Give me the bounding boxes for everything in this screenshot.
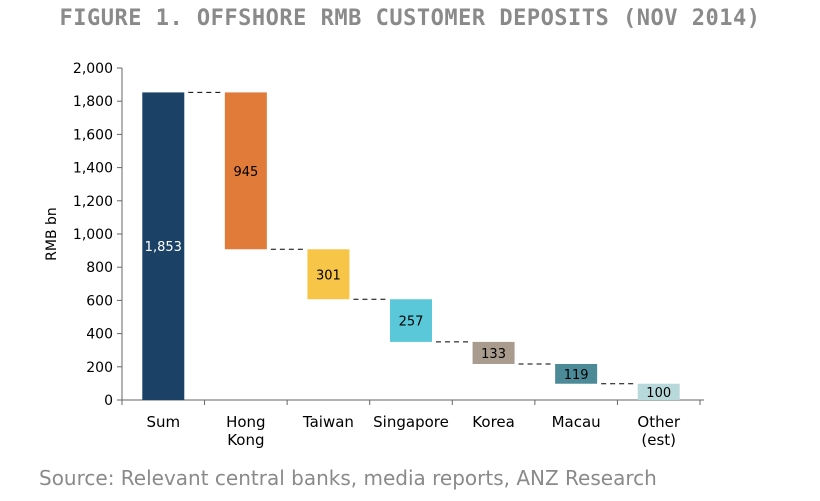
data-label: 945 <box>233 165 258 180</box>
x-tick-label: Sum <box>146 413 180 431</box>
y-tick-label: 800 <box>86 260 113 276</box>
data-label: 257 <box>399 315 424 330</box>
chart-title: FIGURE 1. OFFSHORE RMB CUSTOMER DEPOSITS… <box>59 6 761 31</box>
data-label: 100 <box>646 386 671 401</box>
bar-2 <box>307 249 350 300</box>
y-tick-label: 1,800 <box>73 94 113 110</box>
data-label: 301 <box>316 268 341 283</box>
source-note: Source: Relevant central banks, media re… <box>39 466 657 490</box>
x-tick-label: Kong <box>227 431 264 449</box>
x-tick-label: Other <box>637 413 680 431</box>
y-tick-label: 1,000 <box>73 227 113 243</box>
y-tick-label: 0 <box>104 393 113 409</box>
data-label: 119 <box>564 368 589 383</box>
bar-6 <box>637 383 680 400</box>
y-tick-label: 2,000 <box>73 61 113 77</box>
x-tick-label: Korea <box>472 413 515 431</box>
bar-4 <box>472 341 515 364</box>
bar-5 <box>555 363 598 384</box>
y-tick-label: 1,200 <box>73 194 113 210</box>
data-label: 133 <box>481 347 506 362</box>
bar-1 <box>224 92 267 250</box>
x-tick-label: Hong <box>226 413 266 431</box>
y-tick-label: 600 <box>86 293 113 309</box>
y-tick-label: 200 <box>86 360 113 376</box>
y-tick-label: 400 <box>86 327 113 343</box>
x-tick-label: Singapore <box>373 413 449 431</box>
y-tick-label: 1,600 <box>73 127 113 143</box>
x-tick-label: (est) <box>641 431 676 449</box>
x-tick-label: Macau <box>552 413 601 431</box>
y-tick-label: 1,400 <box>73 161 113 177</box>
data-label: 1,853 <box>145 240 182 255</box>
bar-3 <box>390 299 432 342</box>
y-axis-label: RMB bn <box>44 207 60 261</box>
x-tick-label: Taiwan <box>302 413 354 431</box>
bar-0 <box>142 92 185 400</box>
